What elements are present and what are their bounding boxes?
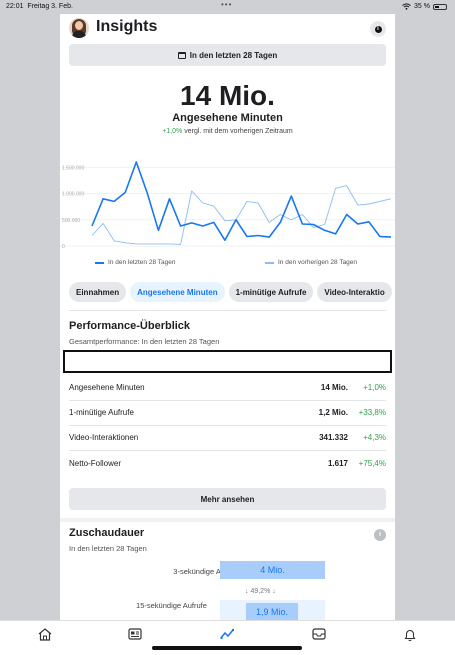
summary-change-text: vergl. mit dem vorherigen Zeitraum bbox=[184, 128, 293, 135]
status-bar: 22:01 Freitag 3. Feb. ••• 35 % bbox=[0, 0, 455, 14]
performance-title: Performance-Überblick bbox=[69, 320, 191, 332]
notifications-icon[interactable] bbox=[402, 627, 418, 641]
performance-row[interactable]: Video-Interaktionen 341.332 +4,3% bbox=[69, 425, 386, 450]
avatar[interactable] bbox=[69, 18, 89, 38]
home-indicator[interactable] bbox=[152, 646, 302, 650]
date-filter-button[interactable]: In den letzten 28 Tagen bbox=[69, 44, 386, 66]
row-change: +75,4% bbox=[358, 459, 386, 468]
series-line-previous bbox=[91, 185, 392, 245]
retention-title: Zuschaudauer bbox=[69, 527, 145, 539]
battery-percent: 35 % bbox=[414, 3, 430, 10]
row-label: 1-minütige Aufrufe bbox=[69, 408, 134, 417]
funnel-label: 3-sekündige Aufrufe bbox=[173, 567, 240, 576]
divider bbox=[69, 400, 386, 401]
wifi-icon bbox=[402, 3, 411, 10]
divider bbox=[69, 450, 386, 451]
feed-icon[interactable] bbox=[127, 627, 143, 641]
tab-video-interaktionen[interactable]: Video-Interaktio bbox=[317, 282, 392, 302]
row-label: Netto-Follower bbox=[69, 459, 122, 468]
divider bbox=[69, 425, 386, 426]
calendar-icon bbox=[177, 51, 186, 59]
tab-1-minuetige-aufrufe[interactable]: 1-minütige Aufrufe bbox=[228, 282, 314, 302]
row-change: +33,8% bbox=[358, 408, 386, 417]
info-icon[interactable]: i bbox=[370, 21, 386, 37]
chart-legend: In den letzten 28 Tagen In den vorherige… bbox=[60, 259, 395, 271]
page-title: Insights bbox=[96, 18, 158, 35]
y-tick-label: 500.000 bbox=[62, 218, 80, 224]
performance-placeholder bbox=[63, 350, 392, 373]
more-button[interactable]: Mehr ansehen bbox=[69, 488, 386, 510]
tab-einnahmen[interactable]: Einnahmen bbox=[69, 282, 127, 302]
y-tick-label: 1.000.000 bbox=[62, 192, 84, 198]
funnel-bar[interactable]: 4 Mio. bbox=[220, 561, 325, 579]
metric-tabs: Einnahmen Angesehene Minuten 1-minütige … bbox=[69, 282, 392, 302]
summary-value: 14 Mio. bbox=[180, 80, 275, 111]
y-tick-label: 1.500.000 bbox=[62, 165, 84, 171]
insights-panel: Insights i In den letzten 28 Tagen 14 Mi… bbox=[60, 14, 395, 620]
status-time: 22:01 Freitag 3. Feb. bbox=[6, 3, 73, 10]
home-icon[interactable] bbox=[37, 627, 53, 641]
funnel-label: 15-sekündige Aufrufe bbox=[136, 601, 207, 610]
series-line-current bbox=[91, 161, 392, 241]
performance-row[interactable]: Netto-Follower 1.617 +75,4% bbox=[69, 451, 386, 476]
insights-icon[interactable] bbox=[219, 627, 235, 641]
inbox-icon[interactable] bbox=[311, 627, 327, 641]
summary-change: +1,0% bbox=[162, 128, 183, 135]
summary-label: Angesehene Minuten bbox=[172, 112, 283, 124]
row-label: Angesehene Minuten bbox=[69, 383, 145, 392]
row-value: 14 Mio. bbox=[320, 383, 348, 392]
y-tick-label: 0 bbox=[62, 244, 65, 250]
performance-subtitle: Gesamtperformance: In den letzten 28 Tag… bbox=[69, 337, 220, 346]
date-filter-label: In den letzten 28 Tagen bbox=[189, 50, 278, 60]
row-change: +4,3% bbox=[363, 433, 386, 442]
legend-previous: In den vorherigen 28 Tagen bbox=[265, 259, 357, 266]
legend-current: In den letzten 28 Tagen bbox=[95, 259, 175, 266]
section-divider bbox=[60, 518, 395, 522]
row-value: 341.332 bbox=[319, 433, 348, 442]
line-chart: 1.500.000 1.000.000 500.000 0 bbox=[60, 161, 395, 250]
multitask-dots-icon[interactable]: ••• bbox=[221, 0, 233, 9]
status-right: 35 % bbox=[402, 3, 447, 10]
funnel-drop: ↓ 49,2% ↓ bbox=[245, 588, 276, 595]
row-value: 1,2 Mio. bbox=[318, 408, 348, 417]
performance-row[interactable]: 1-minütige Aufrufe 1,2 Mio. +33,8% bbox=[69, 400, 386, 425]
row-value: 1.617 bbox=[327, 459, 348, 468]
retention-subtitle: In den letzten 28 Tagen bbox=[69, 544, 147, 553]
summary-compare: +1,0% vergl. mit dem vorherigen Zeitraum bbox=[60, 128, 395, 135]
funnel-bar[interactable]: 1,9 Mio. bbox=[246, 603, 298, 620]
divider bbox=[69, 310, 386, 311]
row-change: +1,0% bbox=[363, 383, 386, 392]
performance-row[interactable]: Angesehene Minuten 14 Mio. +1,0% bbox=[69, 375, 386, 400]
row-label: Video-Interaktionen bbox=[69, 433, 139, 442]
header: Insights i bbox=[60, 14, 395, 44]
retention-info-icon[interactable]: i bbox=[374, 529, 386, 541]
tab-angesehene-minuten[interactable]: Angesehene Minuten bbox=[130, 282, 225, 302]
battery-icon bbox=[433, 3, 447, 10]
